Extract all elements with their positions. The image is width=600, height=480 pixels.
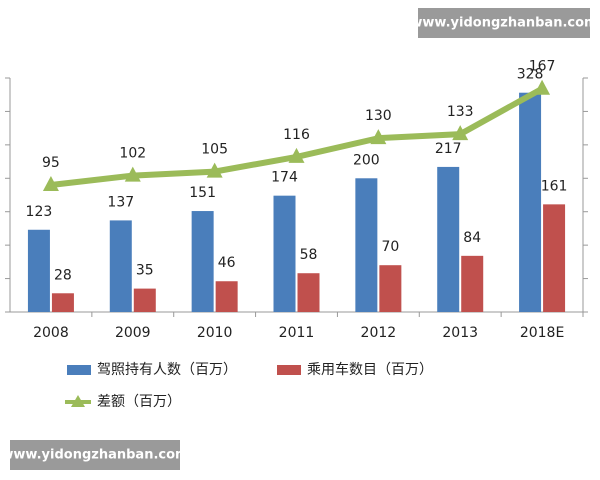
x-tick-label: 2018E — [520, 325, 564, 341]
bar — [273, 195, 296, 312]
data-label: 116 — [283, 127, 310, 143]
watermark: www.yidongzhanban.com — [410, 16, 597, 31]
data-label: 95 — [42, 155, 60, 171]
x-tick-label: 2008 — [33, 325, 69, 341]
legend-swatch — [277, 365, 301, 375]
bar — [519, 92, 542, 312]
data-label: 35 — [136, 263, 154, 279]
legend-label: 乘用车数目（百万） — [307, 361, 433, 378]
data-label: 46 — [218, 255, 236, 271]
legend-label: 驾照持有人数（百万） — [97, 362, 237, 378]
bar — [461, 255, 484, 312]
data-label: 200 — [353, 152, 380, 168]
data-label: 174 — [271, 170, 298, 186]
x-tick-label: 2011 — [279, 325, 315, 341]
bar — [543, 204, 566, 312]
legend-label: 差额（百万） — [97, 394, 181, 410]
data-label: 161 — [541, 178, 568, 194]
data-label: 217 — [435, 141, 462, 157]
data-label: 137 — [107, 194, 134, 210]
data-label: 151 — [189, 185, 216, 201]
data-label: 328 — [517, 67, 544, 83]
x-tick-label: 2013 — [442, 325, 478, 341]
line-marker — [452, 125, 469, 141]
x-tick-label: 2012 — [361, 325, 397, 341]
data-label: 130 — [365, 108, 392, 124]
bar — [51, 293, 74, 312]
watermark-box — [10, 440, 180, 470]
bar — [379, 265, 402, 312]
data-label: 123 — [26, 204, 53, 220]
bar — [215, 281, 238, 312]
legend-swatch — [71, 395, 85, 407]
line-marker — [288, 147, 305, 163]
bar — [437, 166, 460, 312]
line-marker — [206, 162, 223, 178]
watermark: www.yidongzhanban.com — [1, 448, 188, 463]
watermark-box — [418, 8, 590, 38]
data-label: 58 — [300, 247, 318, 263]
line-marker — [124, 166, 141, 182]
data-label: 84 — [463, 230, 481, 246]
data-label: 28 — [54, 267, 72, 283]
line-marker — [534, 79, 551, 95]
line-marker — [370, 129, 387, 145]
bar — [109, 220, 132, 312]
bar — [27, 229, 50, 312]
data-label: 70 — [381, 239, 399, 255]
data-label: 167 — [529, 59, 556, 75]
data-label: 102 — [119, 146, 146, 162]
x-tick-label: 2010 — [197, 325, 233, 341]
legend-swatch — [67, 365, 91, 375]
line-marker — [42, 175, 59, 191]
data-label: 105 — [201, 142, 228, 158]
data-label: 133 — [447, 104, 474, 120]
bar — [297, 273, 320, 312]
bar — [133, 288, 156, 312]
x-tick-label: 2009 — [115, 325, 151, 341]
bar — [191, 211, 214, 312]
bar — [355, 178, 378, 312]
